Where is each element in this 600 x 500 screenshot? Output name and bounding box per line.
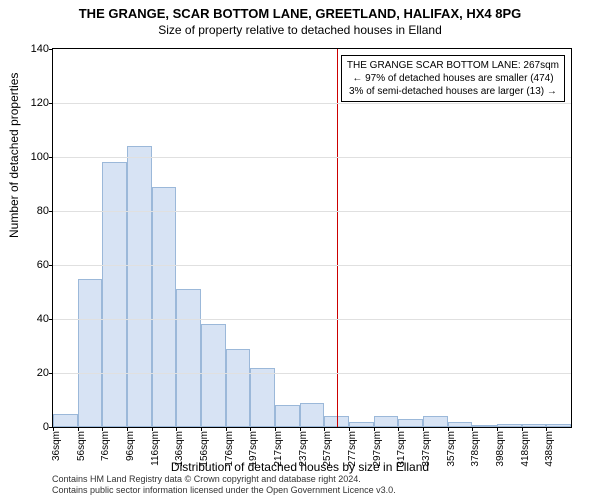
histogram-bar — [127, 146, 152, 427]
histogram-bar — [201, 324, 226, 427]
gridline — [53, 103, 571, 104]
gridline — [53, 157, 571, 158]
y-tick-mark — [49, 265, 53, 266]
annotation-line2: ← 97% of detached houses are smaller (47… — [347, 72, 559, 85]
y-tick-mark — [49, 373, 53, 374]
x-tick-label: 96sqm — [125, 427, 136, 461]
gridline — [53, 211, 571, 212]
x-tick-label: 56sqm — [76, 427, 87, 461]
histogram-bar — [300, 403, 325, 427]
property-marker-line — [337, 49, 338, 427]
histogram-bar — [250, 368, 275, 427]
histogram-bar — [78, 279, 103, 428]
x-axis-label: Distribution of detached houses by size … — [0, 460, 600, 474]
footer-line2: Contains public sector information licen… — [52, 485, 396, 496]
histogram-bar — [53, 414, 78, 428]
annotation-line3: 3% of semi-detached houses are larger (1… — [347, 85, 559, 98]
gridline — [53, 319, 571, 320]
histogram-bar — [423, 416, 448, 427]
histogram-bar — [398, 419, 423, 427]
gridline — [53, 265, 571, 266]
annotation-box: THE GRANGE SCAR BOTTOM LANE: 267sqm ← 97… — [341, 55, 565, 102]
y-tick-mark — [49, 157, 53, 158]
y-axis-label: Number of detached properties — [7, 73, 21, 238]
histogram-bar — [275, 405, 300, 427]
x-tick-label: 36sqm — [51, 427, 62, 461]
chart-area: THE GRANGE SCAR BOTTOM LANE: 267sqm ← 97… — [52, 48, 572, 428]
y-tick-mark — [49, 211, 53, 212]
footer: Contains HM Land Registry data © Crown c… — [52, 474, 396, 496]
histogram-bar — [102, 162, 127, 427]
histogram-bar — [176, 289, 201, 427]
chart-title: THE GRANGE, SCAR BOTTOM LANE, GREETLAND,… — [0, 0, 600, 21]
y-tick-mark — [49, 49, 53, 50]
y-tick-mark — [49, 319, 53, 320]
bars-container — [53, 49, 571, 427]
histogram-bar — [374, 416, 399, 427]
x-tick-label: 76sqm — [100, 427, 111, 461]
footer-line1: Contains HM Land Registry data © Crown c… — [52, 474, 396, 485]
histogram-bar — [152, 187, 177, 427]
annotation-line1: THE GRANGE SCAR BOTTOM LANE: 267sqm — [347, 59, 559, 72]
histogram-bar — [226, 349, 251, 427]
y-tick-mark — [49, 103, 53, 104]
gridline — [53, 373, 571, 374]
chart-subtitle: Size of property relative to detached ho… — [0, 21, 600, 37]
